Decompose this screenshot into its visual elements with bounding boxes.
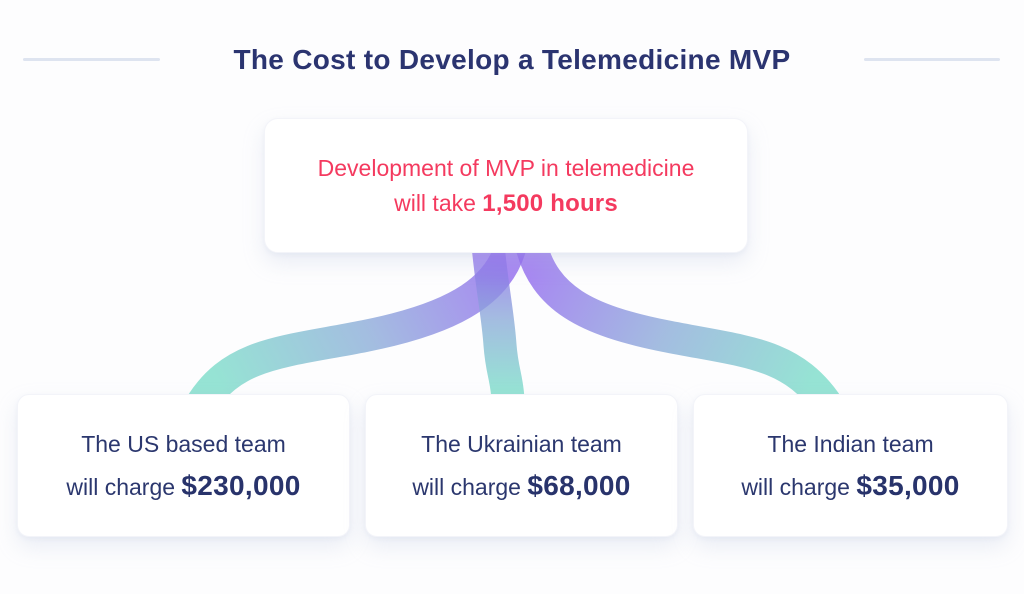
charge-prefix: will charge bbox=[741, 473, 850, 500]
root-card-development-hours: Development of MVP in telemedicine will … bbox=[264, 118, 748, 253]
title-divider-left bbox=[23, 58, 160, 61]
team-charge-line: will charge $68,000 bbox=[412, 465, 630, 508]
team-cost-value: $35,000 bbox=[856, 469, 960, 501]
root-card-line2-prefix: will take bbox=[394, 189, 476, 216]
team-card-us: The US based team will charge $230,000 bbox=[17, 394, 350, 537]
charge-prefix: will charge bbox=[412, 473, 521, 500]
team-name: The Indian team bbox=[767, 430, 934, 457]
title-divider-right bbox=[864, 58, 1000, 61]
root-card-line2: will take 1,500 hours bbox=[394, 186, 618, 221]
root-card-hours-value: 1,500 hours bbox=[482, 189, 618, 217]
charge-prefix: will charge bbox=[66, 473, 176, 500]
root-card-line1: Development of MVP in telemedicine bbox=[317, 154, 695, 181]
team-card-indian: The Indian team will charge $35,000 bbox=[693, 394, 1008, 537]
page-title: The Cost to Develop a Telemedicine MVP bbox=[233, 44, 791, 75]
team-cost-value: $230,000 bbox=[181, 469, 301, 501]
team-cost-value: $68,000 bbox=[527, 469, 631, 501]
team-charge-line: will charge $35,000 bbox=[741, 465, 959, 508]
team-charge-line: will charge $230,000 bbox=[66, 465, 300, 508]
ribbon-to-indian-team bbox=[515, 240, 840, 413]
ribbon-to-ukrainian-team bbox=[471, 243, 525, 402]
team-name: The Ukrainian team bbox=[421, 430, 622, 457]
team-card-ukrainian: The Ukrainian team will charge $68,000 bbox=[365, 394, 678, 537]
ribbon-to-us-team bbox=[188, 240, 527, 413]
team-name: The US based team bbox=[81, 430, 286, 457]
